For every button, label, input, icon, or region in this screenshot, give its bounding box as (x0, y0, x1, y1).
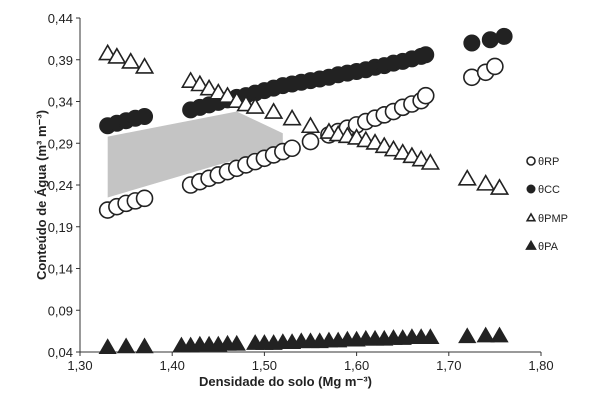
x-tick-label: 1,70 (436, 358, 461, 373)
x-tick-label: 1,30 (67, 358, 92, 373)
y-axis-title: Conteúdo de Água (m³ m⁻³) (34, 110, 49, 280)
legend-label: θRP (538, 156, 559, 168)
y-tick-label: 0,04 (48, 345, 73, 360)
legend-label: θPMP (538, 213, 568, 225)
shaded-region-layer (107, 111, 283, 198)
data-point (121, 52, 141, 69)
data-point (486, 57, 504, 76)
data-point (416, 86, 435, 105)
data-point (282, 108, 302, 126)
x-tick-label: 1,40 (160, 358, 185, 373)
data-point (190, 74, 210, 92)
data-point (463, 34, 481, 52)
series-4-group (98, 326, 509, 355)
data-point (227, 334, 246, 351)
data-point (481, 31, 499, 49)
x-tick-label: 1,80 (528, 358, 553, 373)
x-tick-label: 1,50 (252, 358, 277, 373)
data-point (489, 178, 510, 195)
data-point (420, 153, 440, 170)
tick-labels-layer: 1,30 1,40 1,50 1,60 1,70 1,80 0,04 0,09 0,14 0,19… (48, 11, 554, 373)
data-point (458, 327, 477, 344)
data-point (476, 326, 495, 343)
data-point (134, 57, 155, 74)
x-tick-label: 1,60 (344, 358, 369, 373)
points-layer (98, 27, 513, 355)
data-point (417, 46, 435, 64)
data-point (283, 139, 301, 158)
legend: θRP θCC θPMP θPA (525, 156, 568, 253)
legend-marker (526, 156, 536, 166)
legend-label: θCC (538, 184, 560, 196)
data-point (300, 116, 321, 134)
data-point (116, 337, 136, 354)
y-tick-label: 0,19 (48, 220, 73, 235)
data-point (263, 102, 284, 119)
legend-marker (525, 212, 537, 222)
axes-layer (76, 17, 542, 356)
y-tick-label: 0,24 (48, 178, 73, 193)
data-point (217, 86, 238, 103)
y-tick-label: 0,14 (48, 262, 73, 277)
shaded-region (107, 111, 283, 198)
data-point (135, 189, 154, 208)
data-point (301, 132, 320, 151)
data-point (136, 108, 154, 126)
data-point (476, 174, 496, 191)
y-tick-label: 0,34 (48, 95, 73, 110)
legend-label: θPA (538, 241, 559, 253)
legend-marker (525, 239, 537, 250)
data-point (98, 338, 117, 355)
y-tick-label: 0,29 (48, 136, 73, 151)
data-point (421, 328, 440, 345)
y-tick-label: 0,09 (48, 303, 73, 318)
y-tick-label: 0,39 (48, 53, 73, 68)
data-point (495, 27, 513, 45)
data-point (490, 326, 509, 343)
series-3-group (98, 43, 510, 195)
data-point (135, 337, 154, 354)
data-point (199, 78, 219, 96)
data-point (457, 169, 477, 186)
x-axis-title: Densidade do solo (Mg m⁻³) (199, 374, 372, 389)
legend-marker (526, 184, 536, 194)
data-point (107, 47, 127, 64)
y-tick-label: 0,44 (48, 11, 73, 26)
data-point (245, 97, 265, 114)
